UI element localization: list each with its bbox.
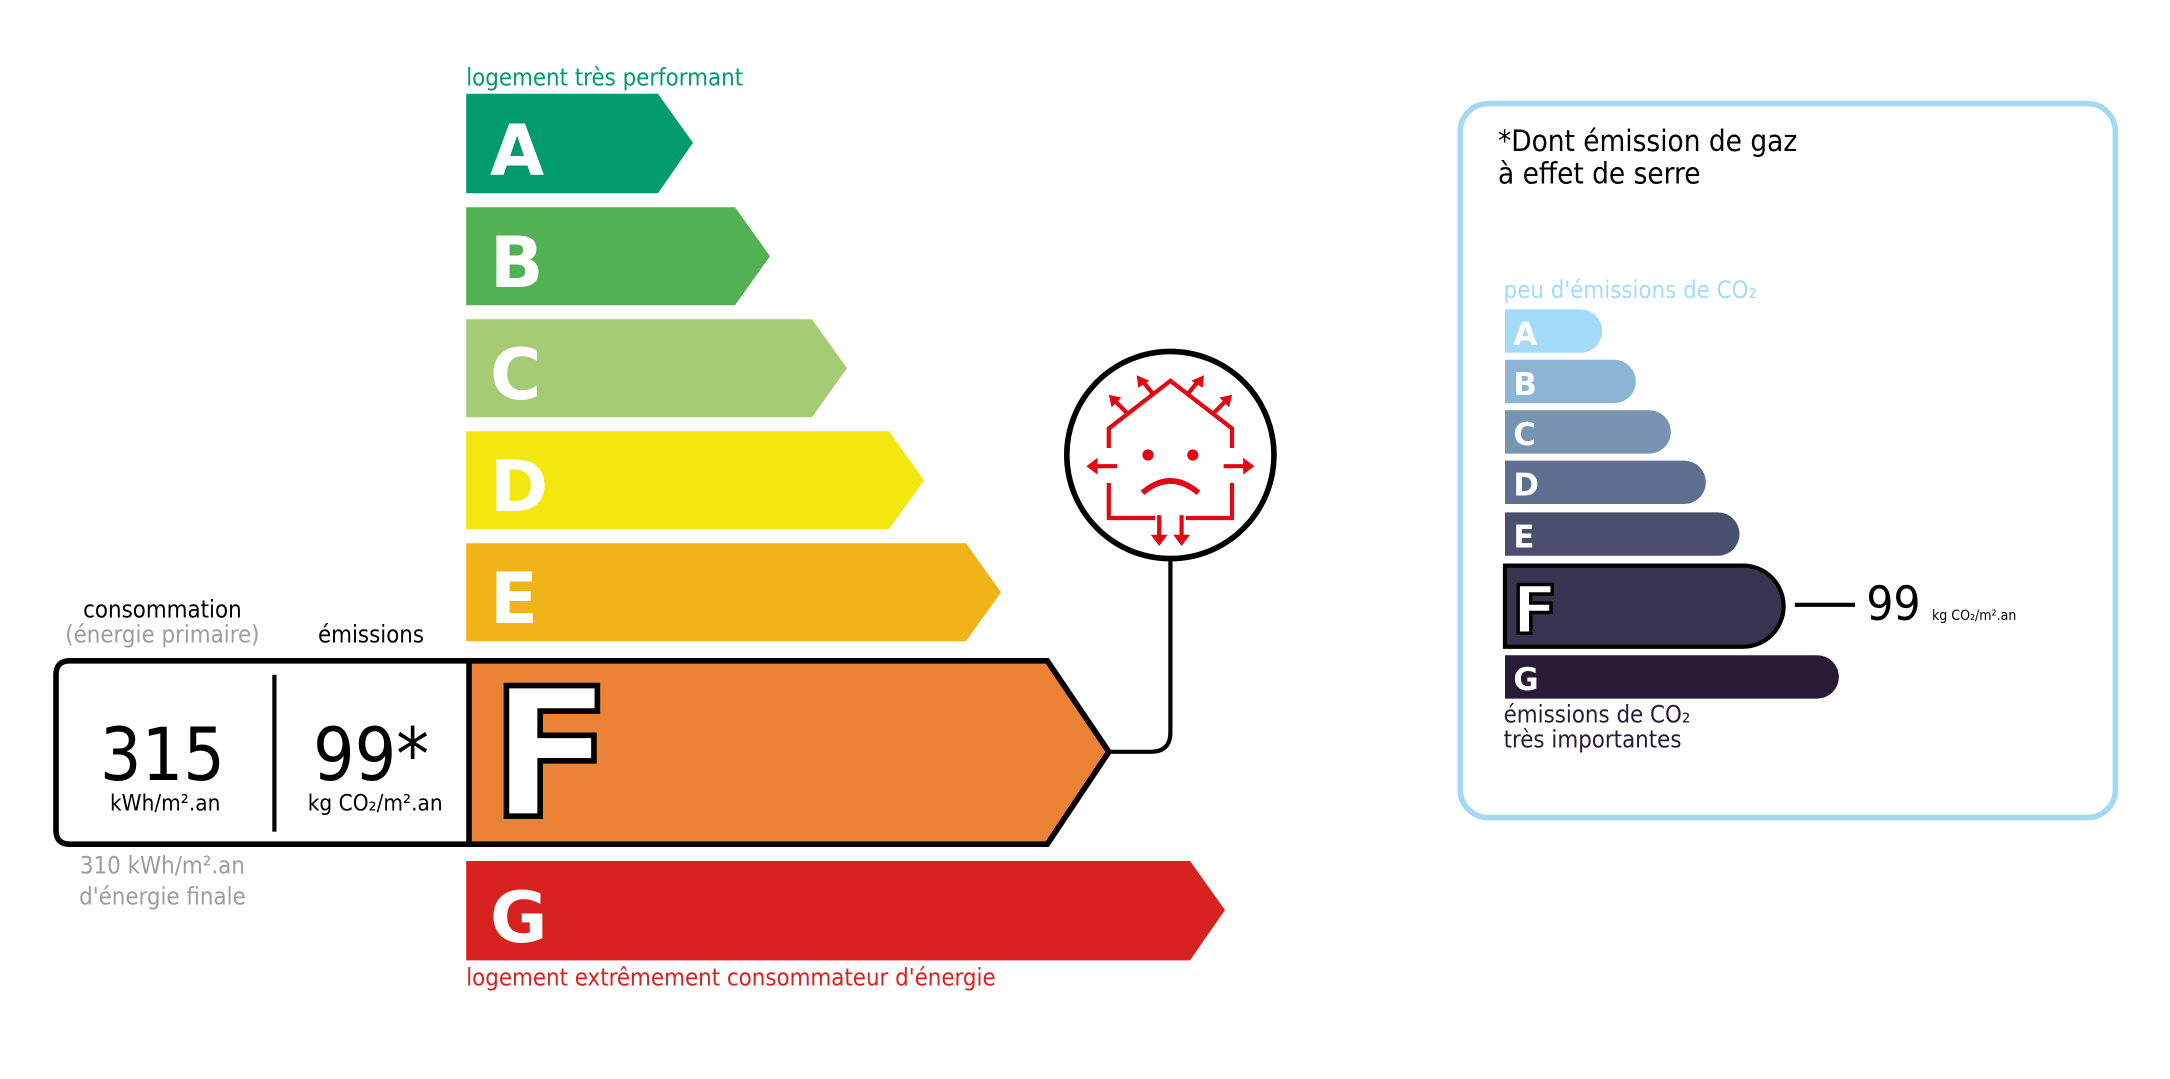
consumption-label: consommation [83,595,242,623]
svg-text:E: E [1513,519,1534,555]
ges-unit: kg CO₂/m².an [1932,608,2016,624]
icon-connector [1110,560,1173,754]
ges-current-class-f: F [1502,563,1786,651]
energy-top-label: logement très performant [466,63,743,91]
energy-class-d: D [466,431,924,530]
ges-class-a: A [1505,309,1603,353]
energy-class-a: A [466,93,693,194]
energy-current-class-f: F 315 kWh/m².an 99* kg CO₂/m².an [53,648,1113,862]
ges-class-e: E [1505,512,1740,556]
svg-text:G: G [1513,662,1538,698]
final-energy-value: 310 kWh/m².an [80,852,245,880]
emissions-label: émissions [318,621,424,649]
energy-class-g: G [466,861,1225,961]
svg-text:A: A [1513,316,1537,352]
ges-class-d: D [1505,460,1706,505]
emissions-value: 99* [313,713,429,798]
ges-bottom-label-line1: émissions de CO₂ [1504,700,1691,728]
ges-class-g: G [1505,655,1839,699]
ges-class-b: B [1505,359,1636,404]
svg-text:C: C [490,334,541,416]
svg-text:B: B [1513,367,1536,403]
emissions-unit: kg CO₂/m².an [308,791,443,817]
ges-value: 99 [1866,577,1920,632]
svg-text:G: G [490,877,547,959]
ges-title-line1: *Dont émission de gaz [1498,124,1797,158]
energy-class-e: E [466,543,1001,642]
ges-title-line2: à effet de serre [1498,156,1700,190]
consumption-unit: kWh/m².an [110,791,220,817]
svg-text:B: B [490,222,543,304]
svg-text:D: D [490,446,548,528]
sad-house-heat-loss-icon [1063,348,1277,562]
energy-current-letter: F [490,651,612,859]
energy-bottom-label: logement extrêmement consommateur d'éner… [466,964,995,992]
consumption-sublabel: (énergie primaire) [65,621,259,649]
ges-bottom-label-line2: très importantes [1504,726,1682,754]
svg-text:E: E [490,558,538,640]
final-energy-label: d'énergie finale [79,882,246,910]
ges-class-c: C [1505,410,1671,454]
ges-top-label: peu d'émissions de CO₂ [1504,276,1757,304]
energy-class-c: C [466,319,847,418]
svg-text:F: F [1512,571,1558,649]
svg-text:C: C [1513,417,1536,453]
consumption-value: 315 [100,713,225,798]
svg-text:A: A [490,110,544,192]
energy-class-b: B [466,207,770,306]
svg-text:D: D [1513,468,1539,504]
